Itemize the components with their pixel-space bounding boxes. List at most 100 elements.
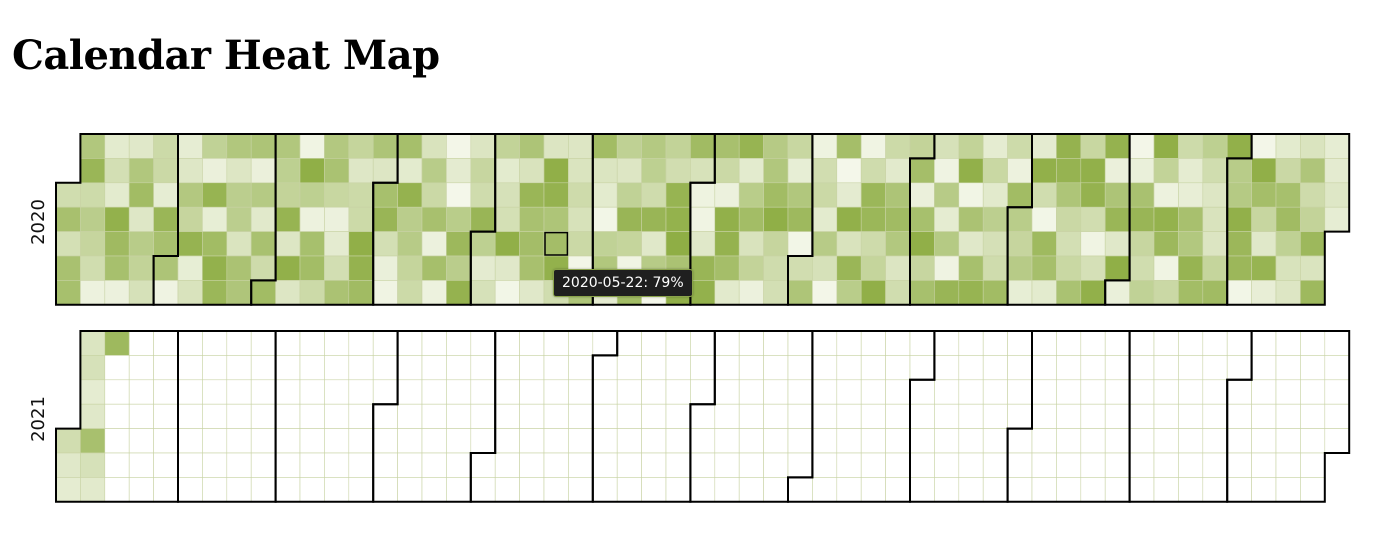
day-cell[interactable] (1300, 330, 1326, 356)
day-cell[interactable] (934, 133, 960, 159)
day-cell[interactable] (1104, 403, 1130, 429)
day-cell[interactable] (446, 330, 472, 356)
day-cell[interactable] (421, 255, 447, 281)
day-cell[interactable] (153, 158, 179, 184)
day-cell[interactable] (128, 355, 154, 381)
day-cell[interactable] (1178, 206, 1204, 232)
day-cell[interactable] (348, 158, 374, 184)
day-cell[interactable] (275, 206, 301, 232)
day-cell[interactable] (1056, 428, 1082, 454)
day-cell[interactable] (324, 355, 350, 381)
day-cell[interactable] (1202, 255, 1228, 281)
day-cell[interactable] (934, 379, 960, 405)
day-cell[interactable] (982, 255, 1008, 281)
day-cell[interactable] (860, 330, 886, 356)
day-cell[interactable] (1031, 182, 1057, 208)
day-cell[interactable] (324, 477, 350, 503)
day-cell[interactable] (104, 182, 130, 208)
day-cell[interactable] (397, 158, 423, 184)
day-cell[interactable] (592, 379, 618, 405)
day-cell[interactable] (787, 403, 813, 429)
day-cell[interactable] (348, 206, 374, 232)
day-cell[interactable] (860, 231, 886, 257)
day-cell[interactable] (860, 355, 886, 381)
day-cell[interactable] (885, 355, 911, 381)
day-cell[interactable] (543, 158, 569, 184)
day-cell[interactable] (226, 280, 252, 306)
day-cell[interactable] (1129, 182, 1155, 208)
day-cell[interactable] (860, 255, 886, 281)
day-cell[interactable] (616, 231, 642, 257)
day-cell[interactable] (568, 231, 594, 257)
day-cell[interactable] (1300, 255, 1326, 281)
highlighted-day-cell[interactable] (544, 231, 569, 256)
day-cell[interactable] (592, 133, 618, 159)
day-cell[interactable] (909, 403, 935, 429)
day-cell[interactable] (153, 452, 179, 478)
day-cell[interactable] (958, 428, 984, 454)
day-cell[interactable] (738, 255, 764, 281)
day-cell[interactable] (153, 255, 179, 281)
day-cell[interactable] (1300, 182, 1326, 208)
day-cell[interactable] (372, 330, 398, 356)
day-cell[interactable] (1031, 280, 1057, 306)
day-cell[interactable] (1153, 403, 1179, 429)
day-cell[interactable] (299, 133, 325, 159)
day-cell[interactable] (1007, 428, 1033, 454)
day-cell[interactable] (446, 477, 472, 503)
day-cell[interactable] (641, 206, 667, 232)
day-cell[interactable] (177, 403, 203, 429)
day-cell[interactable] (1251, 158, 1277, 184)
day-cell[interactable] (397, 428, 423, 454)
day-cell[interactable] (104, 231, 130, 257)
day-cell[interactable] (104, 403, 130, 429)
day-cell[interactable] (616, 379, 642, 405)
day-cell[interactable] (543, 330, 569, 356)
day-cell[interactable] (1129, 403, 1155, 429)
day-cell[interactable] (55, 231, 81, 257)
day-cell[interactable] (348, 182, 374, 208)
day-cell[interactable] (1251, 133, 1277, 159)
day-cell[interactable] (714, 477, 740, 503)
day-cell[interactable] (714, 182, 740, 208)
day-cell[interactable] (104, 330, 130, 356)
day-cell[interactable] (470, 280, 496, 306)
day-cell[interactable] (177, 133, 203, 159)
day-cell[interactable] (641, 133, 667, 159)
day-cell[interactable] (592, 477, 618, 503)
day-cell[interactable] (836, 403, 862, 429)
day-cell[interactable] (763, 182, 789, 208)
day-cell[interactable] (128, 133, 154, 159)
day-cell[interactable] (397, 133, 423, 159)
day-cell[interactable] (1178, 280, 1204, 306)
day-cell[interactable] (519, 452, 545, 478)
day-cell[interactable] (55, 280, 81, 306)
day-cell[interactable] (299, 355, 325, 381)
day-cell[interactable] (397, 452, 423, 478)
day-cell[interactable] (1129, 477, 1155, 503)
day-cell[interactable] (1007, 255, 1033, 281)
day-cell[interactable] (1251, 182, 1277, 208)
day-cell[interactable] (958, 231, 984, 257)
day-cell[interactable] (812, 158, 838, 184)
day-cell[interactable] (372, 355, 398, 381)
day-cell[interactable] (153, 231, 179, 257)
day-cell[interactable] (275, 428, 301, 454)
day-cell[interactable] (324, 280, 350, 306)
day-cell[interactable] (763, 231, 789, 257)
day-cell[interactable] (1153, 158, 1179, 184)
day-cell[interactable] (592, 452, 618, 478)
day-cell[interactable] (714, 158, 740, 184)
day-cell[interactable] (836, 280, 862, 306)
day-cell[interactable] (55, 206, 81, 232)
day-cell[interactable] (1153, 379, 1179, 405)
day-cell[interactable] (397, 255, 423, 281)
day-cell[interactable] (1031, 428, 1057, 454)
day-cell[interactable] (568, 182, 594, 208)
day-cell[interactable] (1178, 182, 1204, 208)
day-cell[interactable] (446, 158, 472, 184)
day-cell[interactable] (324, 206, 350, 232)
day-cell[interactable] (1202, 452, 1228, 478)
day-cell[interactable] (958, 206, 984, 232)
day-cell[interactable] (275, 355, 301, 381)
